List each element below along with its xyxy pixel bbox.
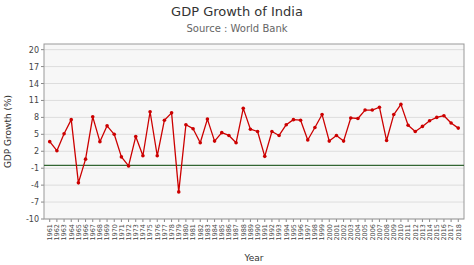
data-point — [234, 141, 238, 145]
data-point — [184, 123, 188, 127]
data-point — [284, 123, 288, 127]
grid-line — [44, 66, 464, 67]
data-point — [148, 110, 152, 114]
y-tick-label: 5 — [34, 130, 39, 139]
data-point — [356, 117, 360, 121]
plot-frame — [44, 44, 464, 219]
y-tick-label: 14 — [29, 80, 39, 89]
grid-line — [44, 117, 464, 118]
data-point — [105, 124, 109, 128]
y-axis-label: GDP Growth (%) — [3, 95, 13, 168]
y-tick-label: 11 — [29, 96, 39, 105]
data-point — [385, 139, 389, 143]
y-tick-label: -7 — [31, 198, 39, 207]
grid-line — [44, 83, 464, 84]
data-line — [50, 104, 459, 191]
data-point — [256, 130, 260, 134]
data-point — [370, 108, 374, 112]
data-point — [227, 134, 231, 138]
subtitle: Source : World Bank — [186, 23, 287, 34]
data-point — [292, 118, 296, 122]
data-point — [456, 126, 460, 130]
data-point — [342, 139, 346, 143]
data-point — [320, 113, 324, 117]
data-point — [421, 125, 425, 129]
data-point — [277, 134, 281, 138]
data-point — [91, 115, 95, 119]
grid-line — [44, 134, 464, 135]
data-point — [163, 118, 167, 122]
chart: GDP Growth of India Source : World Bank -1… — [0, 0, 474, 265]
data-point — [69, 118, 73, 122]
data-point — [392, 113, 396, 117]
data-point — [241, 107, 245, 111]
data-point — [442, 114, 446, 118]
data-point — [206, 117, 210, 121]
data-point — [363, 108, 367, 112]
y-tick-label: 20 — [29, 46, 39, 55]
data-point — [299, 118, 303, 122]
data-point — [213, 139, 217, 143]
data-point — [327, 139, 331, 143]
data-point — [449, 121, 453, 125]
data-point — [48, 140, 52, 144]
reference-line — [44, 165, 464, 166]
data-point — [413, 130, 417, 134]
data-point — [399, 103, 403, 107]
data-point — [263, 155, 267, 159]
data-layer — [44, 103, 464, 194]
data-point — [177, 190, 181, 194]
grid-line — [44, 202, 464, 203]
y-tick-label: 8 — [34, 113, 39, 122]
grid-line — [44, 151, 464, 152]
data-point — [428, 119, 432, 123]
x-axis-label: Year — [243, 253, 263, 263]
y-tick-label: -1 — [31, 164, 39, 173]
x-tick-label: 2018 — [455, 224, 463, 241]
data-point — [98, 140, 102, 144]
data-point — [335, 134, 339, 138]
data-point — [198, 141, 202, 145]
data-point — [84, 157, 88, 161]
data-point — [127, 164, 131, 168]
grid-line — [44, 100, 464, 101]
title: GDP Growth of India — [171, 4, 303, 19]
data-point — [349, 116, 353, 120]
data-point — [134, 135, 138, 139]
data-point — [306, 138, 310, 142]
grid-line — [44, 185, 464, 186]
data-point — [62, 132, 66, 136]
data-point — [220, 131, 224, 135]
data-point — [270, 130, 274, 134]
data-point — [313, 126, 317, 130]
y-tick-label: -4 — [31, 181, 39, 190]
data-point — [112, 133, 116, 137]
data-point — [249, 127, 253, 131]
data-point — [155, 154, 159, 158]
y-tick-label: 17 — [29, 63, 39, 72]
data-point — [406, 123, 410, 127]
data-point — [141, 154, 145, 158]
y-tick-label: 2 — [34, 147, 39, 156]
data-point — [170, 111, 174, 115]
data-point — [55, 149, 59, 153]
data-point — [120, 155, 124, 159]
plot-background — [44, 44, 464, 219]
grid-line — [44, 49, 464, 50]
data-point — [435, 116, 439, 120]
data-point — [378, 105, 382, 109]
y-tick-label: -10 — [26, 215, 39, 224]
data-point — [77, 181, 81, 185]
data-point — [191, 127, 195, 131]
grid-line — [44, 168, 464, 169]
